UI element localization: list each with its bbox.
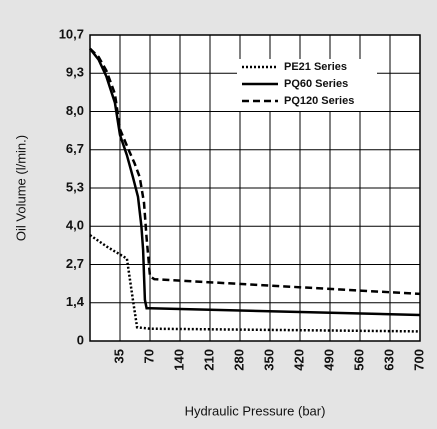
x-tick-label: 350	[261, 349, 276, 371]
x-tick-label: 280	[231, 349, 246, 371]
y-tick-label: 10,7	[59, 26, 84, 41]
series-line	[89, 47, 421, 296]
legend-label: PQ60 Series	[284, 78, 348, 90]
plot-border	[89, 34, 421, 342]
x-tick-label: 560	[351, 349, 366, 371]
series-line	[89, 47, 421, 317]
y-tick-label: 5,3	[66, 179, 84, 194]
x-tick-label: 35	[111, 349, 126, 363]
x-tick-label: 420	[291, 349, 306, 371]
x-tick-label: 140	[171, 349, 186, 371]
x-tick-label: 700	[411, 349, 426, 371]
y-tick-label: 6,7	[66, 141, 84, 156]
legend-label: PE21 Series	[284, 61, 347, 73]
y-tick-label: 0	[77, 332, 84, 347]
x-tick-label: 490	[321, 349, 336, 371]
legend-label: PQ120 Series	[284, 95, 354, 107]
y-tick-label: 9,3	[66, 65, 84, 80]
series-line	[89, 234, 421, 333]
y-tick-label: 1,4	[66, 294, 85, 309]
x-tick-label: 210	[201, 349, 216, 371]
x-tick-label: 70	[141, 349, 156, 363]
y-tick-label: 8,0	[66, 103, 84, 118]
x-tick-label: 630	[381, 349, 396, 371]
x-axis-label: Hydraulic Pressure (bar)	[185, 403, 326, 418]
y-tick-label: 4,0	[66, 218, 84, 233]
y-axis-label: Oil Volume (l/min.)	[13, 135, 28, 241]
y-tick-label: 2,7	[66, 256, 84, 271]
